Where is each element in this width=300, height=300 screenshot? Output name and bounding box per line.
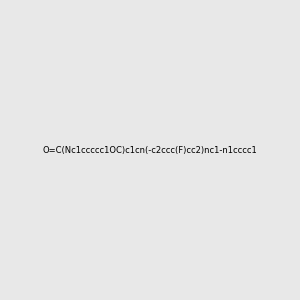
Text: O=C(Nc1ccccc1OC)c1cn(-c2ccc(F)cc2)nc1-n1cccc1: O=C(Nc1ccccc1OC)c1cn(-c2ccc(F)cc2)nc1-n1… [43, 146, 257, 154]
